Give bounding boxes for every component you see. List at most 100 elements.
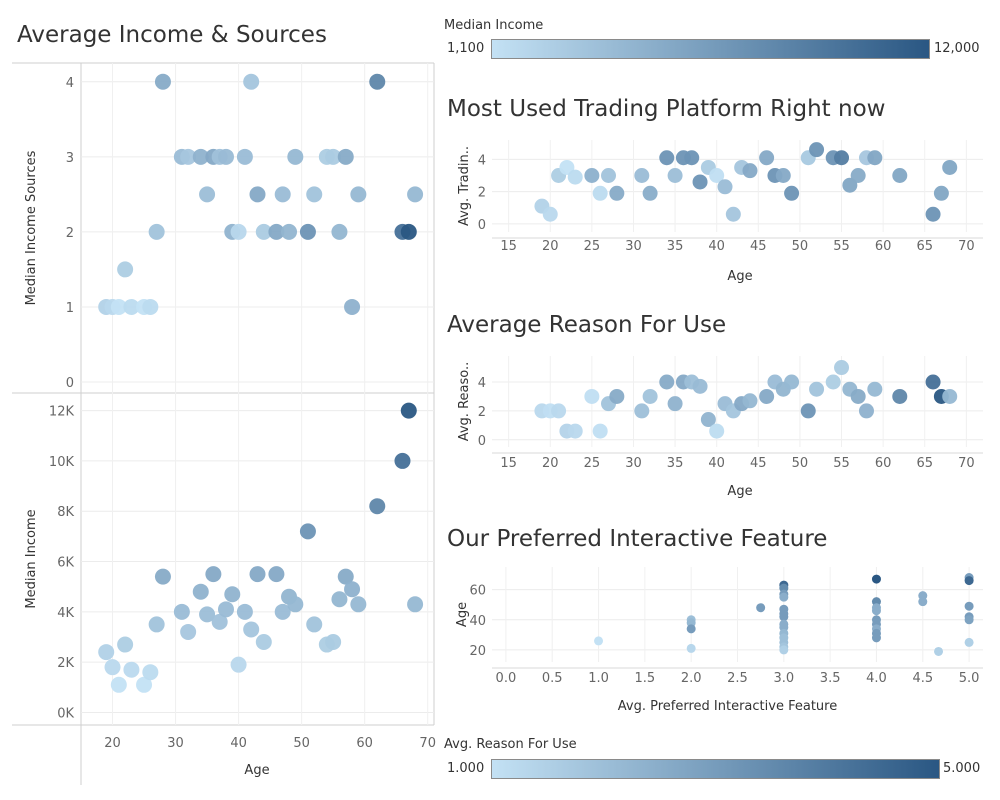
reason-data-point[interactable] (667, 396, 683, 412)
reason-data-point[interactable] (784, 374, 800, 390)
reason-data-point[interactable] (892, 388, 908, 404)
platform-data-point[interactable] (759, 150, 775, 166)
income-data-point[interactable] (217, 601, 234, 618)
platform-data-point[interactable] (592, 185, 608, 201)
income-data-point[interactable] (400, 402, 417, 419)
sources-data-point[interactable] (110, 298, 127, 315)
income-data-point[interactable] (369, 498, 386, 515)
platform-data-point[interactable] (725, 206, 741, 222)
sources-data-point[interactable] (255, 223, 272, 240)
income-data-point[interactable] (98, 644, 115, 661)
platform-data-point[interactable] (809, 142, 825, 158)
income-data-point[interactable] (394, 452, 411, 469)
platform-data-point[interactable] (584, 168, 600, 184)
income-data-point[interactable] (154, 568, 171, 585)
platform-data-point[interactable] (933, 185, 949, 201)
feature-data-point[interactable] (964, 601, 974, 611)
platform-data-point[interactable] (775, 168, 791, 184)
sources-data-point[interactable] (331, 223, 348, 240)
income-data-point[interactable] (123, 661, 140, 678)
sources-data-point[interactable] (199, 186, 216, 203)
income-data-point[interactable] (211, 613, 228, 630)
platform-data-point[interactable] (542, 206, 558, 222)
sources-data-point[interactable] (180, 148, 197, 165)
income-data-point[interactable] (230, 656, 247, 673)
reason-data-point[interactable] (567, 423, 583, 439)
platform-data-point[interactable] (567, 169, 583, 185)
reason-data-point[interactable] (825, 374, 841, 390)
income-data-point[interactable] (236, 603, 253, 620)
income-data-point[interactable] (325, 634, 342, 651)
sources-data-point[interactable] (117, 261, 134, 278)
feature-data-point[interactable] (871, 633, 881, 643)
feature-data-point[interactable] (686, 624, 696, 634)
platform-data-point[interactable] (659, 150, 675, 166)
income-data-point[interactable] (192, 583, 209, 600)
sources-data-point[interactable] (299, 223, 316, 240)
feature-data-point[interactable] (964, 576, 974, 586)
platform-data-point[interactable] (709, 168, 725, 184)
sources-data-point[interactable] (249, 186, 266, 203)
reason-data-point[interactable] (858, 403, 874, 419)
reason-data-point[interactable] (925, 374, 941, 390)
income-data-point[interactable] (142, 664, 159, 681)
feature-data-point[interactable] (964, 637, 974, 647)
reason-data-point[interactable] (867, 381, 883, 397)
income-data-point[interactable] (274, 603, 291, 620)
sources-data-point[interactable] (400, 223, 417, 240)
platform-data-point[interactable] (942, 159, 958, 175)
reason-data-point[interactable] (642, 388, 658, 404)
reason-data-point[interactable] (759, 388, 775, 404)
reason-data-point[interactable] (634, 403, 650, 419)
feature-data-point[interactable] (918, 597, 928, 607)
income-data-point[interactable] (205, 566, 222, 583)
income-data-point[interactable] (268, 566, 285, 583)
reason-data-point[interactable] (834, 360, 850, 376)
income-data-point[interactable] (243, 621, 260, 638)
income-data-point[interactable] (148, 616, 165, 633)
reason-data-point[interactable] (584, 388, 600, 404)
income-data-point[interactable] (255, 634, 272, 651)
sources-data-point[interactable] (306, 186, 323, 203)
income-data-point[interactable] (299, 523, 316, 540)
reason-data-point[interactable] (809, 381, 825, 397)
reason-data-point[interactable] (709, 423, 725, 439)
sources-data-point[interactable] (243, 73, 260, 90)
sources-data-point[interactable] (325, 148, 342, 165)
reason-data-point[interactable] (659, 374, 675, 390)
income-data-point[interactable] (173, 603, 190, 620)
sources-data-point[interactable] (274, 186, 291, 203)
sources-data-point[interactable] (369, 73, 386, 90)
sources-data-point[interactable] (142, 298, 159, 315)
feature-data-point[interactable] (594, 636, 604, 646)
sources-data-point[interactable] (217, 148, 234, 165)
platform-data-point[interactable] (850, 168, 866, 184)
income-data-point[interactable] (306, 616, 323, 633)
sources-data-point[interactable] (344, 298, 361, 315)
reason-data-point[interactable] (700, 412, 716, 428)
income-data-point[interactable] (407, 596, 424, 613)
sources-data-point[interactable] (287, 148, 304, 165)
reason-data-point[interactable] (692, 378, 708, 394)
income-data-point[interactable] (110, 676, 127, 693)
feature-data-point[interactable] (871, 574, 881, 584)
feature-data-point[interactable] (871, 606, 881, 616)
income-data-point[interactable] (350, 596, 367, 613)
platform-data-point[interactable] (925, 206, 941, 222)
sources-data-point[interactable] (407, 186, 424, 203)
income-data-point[interactable] (104, 659, 121, 676)
platform-data-point[interactable] (892, 168, 908, 184)
sources-data-point[interactable] (192, 148, 209, 165)
reason-data-point[interactable] (850, 388, 866, 404)
sources-data-point[interactable] (148, 223, 165, 240)
reason-data-point[interactable] (592, 423, 608, 439)
feature-data-point[interactable] (756, 603, 766, 613)
reason-data-point[interactable] (800, 403, 816, 419)
feature-data-point[interactable] (779, 645, 789, 655)
platform-data-point[interactable] (742, 163, 758, 179)
income-data-point[interactable] (344, 581, 361, 598)
platform-data-point[interactable] (667, 168, 683, 184)
platform-data-point[interactable] (642, 185, 658, 201)
income-data-point[interactable] (287, 596, 304, 613)
platform-data-point[interactable] (634, 168, 650, 184)
